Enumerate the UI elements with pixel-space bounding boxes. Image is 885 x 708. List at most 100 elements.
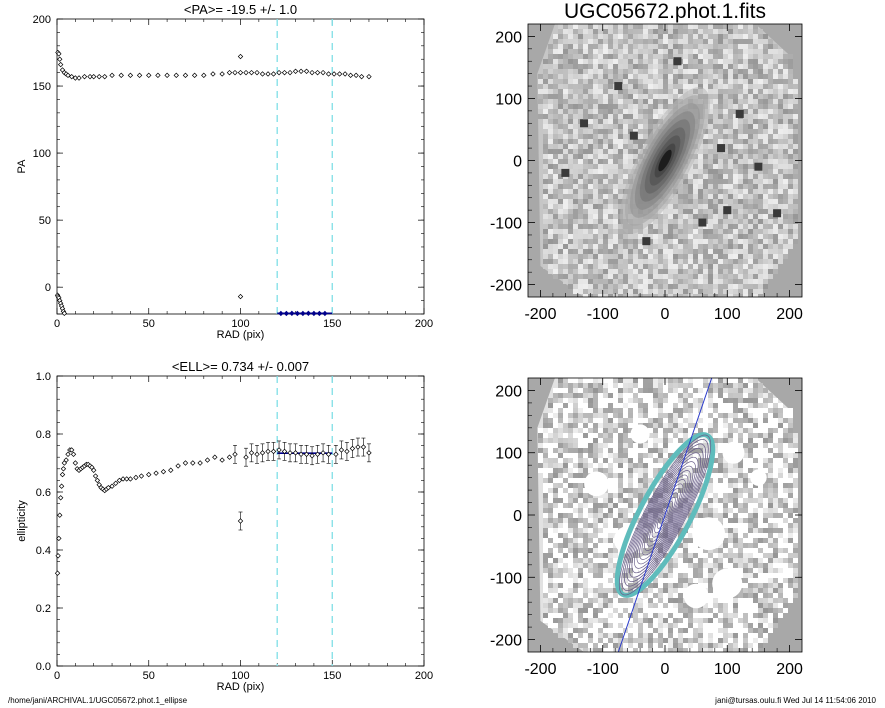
- pixel: [713, 443, 718, 448]
- pixel: [688, 393, 693, 398]
- pixel: [703, 144, 708, 149]
- pixel: [608, 493, 613, 498]
- pixel: [553, 498, 558, 503]
- pixel: [638, 458, 643, 463]
- pixel: [743, 513, 748, 518]
- pixel: [738, 388, 743, 393]
- pixel: [558, 209, 563, 214]
- pixel: [563, 194, 568, 199]
- pixel: [773, 164, 778, 169]
- pixel: [553, 518, 558, 523]
- pixel: [758, 229, 763, 234]
- pixel: [768, 533, 773, 538]
- pixel: [788, 59, 793, 64]
- pixel: [613, 24, 618, 29]
- pixel: [558, 423, 563, 428]
- star-source: [773, 209, 782, 218]
- pixel: [708, 498, 713, 503]
- pixel: [608, 438, 613, 443]
- pixel: [768, 403, 773, 408]
- pixel: [543, 184, 548, 189]
- pixel: [543, 189, 548, 194]
- pixel: [628, 513, 633, 518]
- pixel: [588, 24, 593, 29]
- pixel: [613, 169, 618, 174]
- pixel: [668, 408, 673, 413]
- data-point: [76, 75, 82, 81]
- pixel: [593, 124, 598, 129]
- pixel: [683, 398, 688, 403]
- pixel: [718, 54, 723, 59]
- pixel: [763, 523, 768, 528]
- pixel: [743, 244, 748, 249]
- pixel: [743, 423, 748, 428]
- pixel: [758, 528, 763, 533]
- pixel: [673, 408, 678, 413]
- pixel: [553, 159, 558, 164]
- pixel: [618, 119, 623, 124]
- pixel: [573, 478, 578, 483]
- pixel: [743, 34, 748, 39]
- pixel: [613, 388, 618, 393]
- pixel: [573, 438, 578, 443]
- y-tick-label: -100: [490, 216, 522, 233]
- pixel: [753, 249, 758, 254]
- pixel: [773, 398, 778, 403]
- pixel: [738, 508, 743, 513]
- pixel: [553, 64, 558, 69]
- data-point: [281, 448, 288, 455]
- pixel: [763, 164, 768, 169]
- pixel: [763, 239, 768, 244]
- data-point: [226, 454, 233, 460]
- pixel: [638, 59, 643, 64]
- pixel: [678, 244, 683, 249]
- data-point: [270, 448, 277, 455]
- pixel: [548, 483, 553, 488]
- pixel: [743, 483, 748, 488]
- pixel: [683, 538, 688, 543]
- pixel: [558, 149, 563, 154]
- pixel: [763, 229, 768, 234]
- pixel: [553, 538, 558, 543]
- pixel: [743, 149, 748, 154]
- pixel: [793, 528, 798, 533]
- data-point: [155, 72, 161, 79]
- pixel: [778, 548, 783, 553]
- pixel: [638, 468, 643, 473]
- pixel: [778, 418, 783, 423]
- pixel: [753, 279, 758, 284]
- pixel: [763, 438, 768, 443]
- pixel: [658, 109, 663, 114]
- pixel: [713, 274, 718, 279]
- pixel: [643, 513, 648, 518]
- pixel: [583, 423, 588, 428]
- pixel: [608, 39, 613, 44]
- pixel: [758, 39, 763, 44]
- pixel: [603, 244, 608, 249]
- pixel: [778, 478, 783, 483]
- pixel: [748, 294, 753, 297]
- star-source: [723, 206, 732, 215]
- pixel: [553, 448, 558, 453]
- pixel: [628, 468, 633, 473]
- pixel: [728, 398, 733, 403]
- pixel: [728, 294, 733, 297]
- pixel: [678, 453, 683, 458]
- pixel: [773, 418, 778, 423]
- pixel: [658, 438, 663, 443]
- pixel: [593, 129, 598, 134]
- pixel: [603, 24, 608, 29]
- pixel: [793, 239, 798, 244]
- pixel: [558, 259, 563, 264]
- pixel: [688, 249, 693, 254]
- pixel: [613, 144, 618, 149]
- pixel: [653, 224, 658, 229]
- pixel: [718, 468, 723, 473]
- pixel: [623, 89, 628, 94]
- pixel: [663, 448, 668, 453]
- pixel: [793, 448, 798, 453]
- pixel: [743, 254, 748, 259]
- pixel: [668, 99, 673, 104]
- pixel: [563, 269, 568, 274]
- pixel: [603, 528, 608, 533]
